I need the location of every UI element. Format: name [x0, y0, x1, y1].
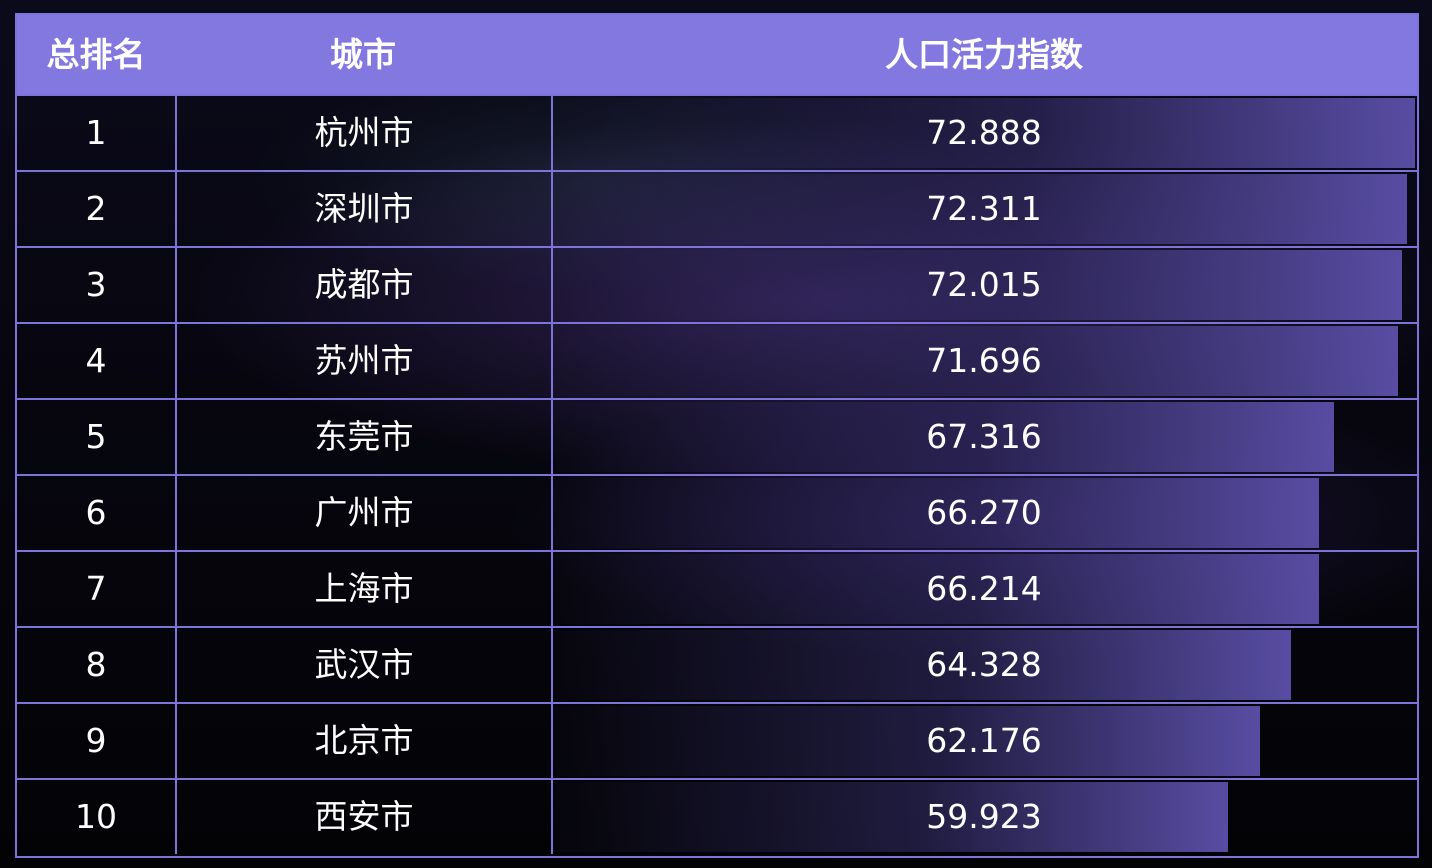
index-bar: [553, 250, 1403, 320]
header-index: 人口活力指数: [885, 35, 1083, 74]
index-bar: [553, 326, 1398, 396]
cell-index-value: 72.888: [926, 113, 1042, 152]
index-bar: [553, 782, 1228, 852]
cell-rank: 7: [85, 569, 107, 608]
cell-index-value: 72.015: [926, 265, 1042, 304]
cell-city: 深圳市: [175, 172, 551, 246]
cell-index-frame: [551, 780, 1417, 854]
cell-index-value: 62.176: [926, 721, 1042, 760]
cell-city: 上海市: [175, 552, 551, 626]
ranking-table: 总排名 城市 人口活力指数 1 杭州市 72.888 2 深圳市 72.311 3 成都市 72…: [15, 13, 1419, 858]
cell-index-value: 66.270: [926, 493, 1042, 532]
index-bar: [553, 98, 1415, 168]
cell-index-frame: [551, 476, 1417, 550]
cell-rank: 2: [85, 189, 107, 228]
table-row: 2 深圳市 72.311: [17, 170, 1417, 246]
index-bar: [553, 706, 1261, 776]
table-row: 5 东莞市 67.316: [17, 398, 1417, 474]
table-header: 总排名 城市 人口活力指数: [17, 15, 1417, 94]
index-bar: [553, 554, 1319, 624]
cell-rank: 10: [75, 797, 117, 836]
cell-city: 东莞市: [175, 400, 551, 474]
table-row: 7 上海市 66.214: [17, 550, 1417, 626]
cell-index-frame: [551, 324, 1417, 398]
cell-rank: 8: [85, 645, 107, 684]
cell-rank: 1: [85, 113, 107, 152]
cell-city: 武汉市: [175, 628, 551, 702]
cell-city: 北京市: [175, 704, 551, 778]
index-bar: [553, 402, 1335, 472]
cell-rank: 3: [85, 265, 107, 304]
header-rank: 总排名: [46, 35, 146, 74]
cell-city: 苏州市: [175, 324, 551, 398]
table-row: 10 西安市 59.923: [17, 778, 1417, 854]
cell-index-frame: [551, 704, 1417, 778]
cell-index-frame: [551, 172, 1417, 246]
table-row: 3 成都市 72.015: [17, 246, 1417, 322]
cell-index-frame: [551, 400, 1417, 474]
header-city: 城市: [330, 35, 396, 74]
cell-index-frame: [551, 96, 1417, 170]
cell-index-frame: [551, 248, 1417, 322]
table-row: 1 杭州市 72.888: [17, 94, 1417, 170]
table-row: 6 广州市 66.270: [17, 474, 1417, 550]
cell-index-value: 72.311: [926, 189, 1042, 228]
table-row: 8 武汉市 64.328: [17, 626, 1417, 702]
cell-index-value: 64.328: [926, 645, 1042, 684]
cell-city: 西安市: [175, 780, 551, 854]
cell-rank: 5: [85, 417, 107, 456]
cell-city: 广州市: [175, 476, 551, 550]
cell-index-value: 66.214: [926, 569, 1042, 608]
index-bar: [553, 630, 1292, 700]
table-row: 4 苏州市 71.696: [17, 322, 1417, 398]
cell-index-frame: [551, 628, 1417, 702]
cell-city: 成都市: [175, 248, 551, 322]
cell-index-value: 67.316: [926, 417, 1042, 456]
cell-rank: 9: [85, 721, 107, 760]
cell-index-frame: [551, 552, 1417, 626]
table-row: 9 北京市 62.176: [17, 702, 1417, 778]
index-bar: [553, 478, 1320, 548]
cell-city: 杭州市: [175, 96, 551, 170]
cell-index-value: 71.696: [926, 341, 1042, 380]
cell-rank: 6: [85, 493, 107, 532]
index-bar: [553, 174, 1407, 244]
cell-index-value: 59.923: [926, 797, 1042, 836]
cell-rank: 4: [85, 341, 107, 380]
